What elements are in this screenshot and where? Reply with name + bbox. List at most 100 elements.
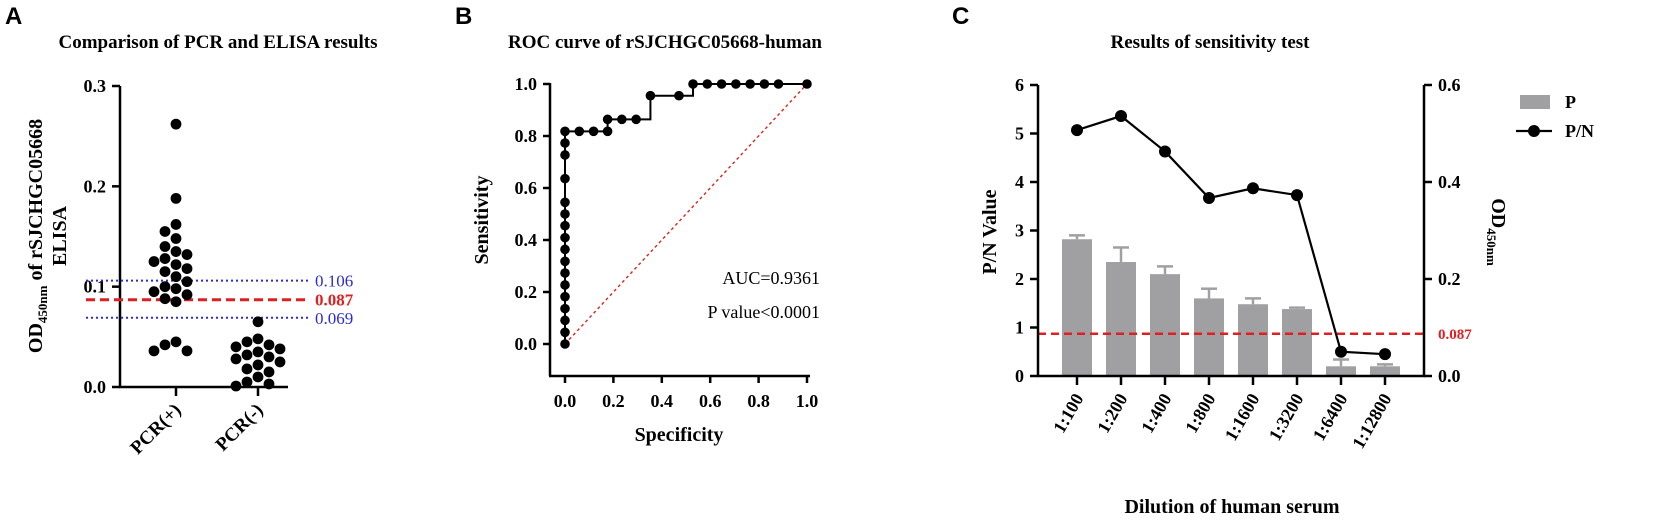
panel-a-data-point bbox=[252, 371, 264, 383]
panel-a-y-label-sub: 450nm bbox=[35, 285, 50, 323]
panel-label-a: A bbox=[5, 3, 22, 30]
panel-a-reference-label: 0.106 bbox=[315, 272, 353, 291]
legend-bar-swatch bbox=[1520, 95, 1550, 109]
panel-b-roc-point bbox=[560, 209, 570, 219]
panel-b-title: ROC curve of rSJCHGC05668-human bbox=[508, 32, 822, 53]
panel-b-roc-point bbox=[574, 126, 585, 137]
panel-b-roc: ROC curve of rSJCHGC05668-human 0.00.20.… bbox=[471, 32, 822, 446]
panel-b-roc-point bbox=[716, 79, 727, 89]
panel-a-y-label-od: OD bbox=[25, 323, 47, 353]
panel-b-roc-point bbox=[560, 220, 570, 231]
panel-c-bar bbox=[1062, 239, 1092, 376]
panel-c-x-tick-label: 1:400 bbox=[1137, 390, 1175, 436]
panel-b-roc-point bbox=[560, 280, 570, 290]
panel-b-roc-point bbox=[560, 303, 570, 314]
panel-a-x-tick-label: PCR(-) bbox=[212, 400, 268, 456]
panel-a-data-point bbox=[170, 233, 182, 244]
panel-c-pn-point bbox=[1159, 145, 1171, 158]
panel-a-data-point bbox=[159, 253, 171, 264]
panel-b-roc-point bbox=[802, 79, 812, 89]
panel-c-left-y-tick-label: 0 bbox=[1015, 366, 1024, 386]
panel-a-data-point bbox=[230, 353, 242, 365]
panel-c-left-y-tick-label: 3 bbox=[1015, 221, 1024, 241]
panel-a-y-tick-label: 0.3 bbox=[84, 76, 107, 96]
panel-b-y-tick-label: 0.4 bbox=[515, 230, 538, 250]
panel-a-y-ticks: 0.0 0.1 0.2 0.3 bbox=[84, 76, 120, 397]
panel-c-pn-point bbox=[1203, 192, 1215, 205]
panel-a-data-point bbox=[230, 380, 242, 392]
panel-a-data-point bbox=[148, 286, 160, 298]
panel-c-pn-point bbox=[1335, 345, 1347, 358]
panel-a-data-point bbox=[181, 249, 193, 260]
panel-a-data-point bbox=[252, 346, 264, 358]
panel-b-roc-point bbox=[560, 244, 570, 255]
panel-b-y-tick-label: 0.6 bbox=[515, 178, 538, 198]
panel-c-bar bbox=[1326, 366, 1356, 376]
panel-a-data-point bbox=[170, 283, 182, 295]
panel-a-data-point bbox=[263, 351, 275, 363]
panel-c-left-y-tick-label: 4 bbox=[1015, 172, 1024, 192]
panel-a-y-label-rest: of rSJCHGC05668 bbox=[25, 119, 47, 286]
panel-a-scatter: Comparison of PCR and ELISA results 0.00… bbox=[25, 32, 378, 459]
panel-a-data-point bbox=[181, 263, 193, 275]
panel-b-x-tick-label: 0.4 bbox=[651, 391, 674, 411]
panel-a-x-tick-label: PCR(+) bbox=[126, 400, 185, 459]
panel-b-y-tick-label: 0.8 bbox=[515, 126, 538, 146]
panel-b-roc-point bbox=[560, 126, 570, 137]
panel-a-data-point bbox=[241, 376, 253, 388]
panel-c-right-y-tick-label: 0.2 bbox=[1438, 269, 1461, 289]
panel-b-roc-point bbox=[560, 268, 570, 278]
panel-b-roc-point bbox=[773, 79, 784, 89]
panel-c-right-y-ticks: 0.0 0.2 0.4 0.6 bbox=[1424, 75, 1461, 386]
panel-c-right-y-tick-label: 0.0 bbox=[1438, 366, 1461, 386]
panel-a-data-point bbox=[241, 363, 253, 375]
panel-a-data-point bbox=[263, 378, 275, 390]
panel-c-right-y-label-od: OD bbox=[1487, 198, 1509, 228]
panel-a-data-point bbox=[252, 359, 264, 371]
panel-c-left-y-ticks: 0 1 2 3 4 5 6 bbox=[1015, 75, 1038, 386]
panel-a-reference-label: 0.069 bbox=[315, 309, 353, 328]
panel-b-roc-point bbox=[560, 173, 570, 184]
panel-c-right-y-tick-label: 0.6 bbox=[1438, 75, 1461, 95]
panel-a-points bbox=[148, 118, 286, 392]
panel-c-bars bbox=[1062, 234, 1400, 376]
panel-a-data-point bbox=[170, 246, 182, 257]
panel-a-data-point bbox=[170, 336, 182, 348]
panel-c-x-tick-label: 1:800 bbox=[1181, 390, 1219, 436]
panel-a-reference-label: 0.087 bbox=[315, 291, 354, 310]
panel-c-left-y-tick-label: 6 bbox=[1015, 75, 1024, 95]
panel-c-right-y-label-sub: 450nm bbox=[1484, 228, 1499, 266]
panel-a-axes bbox=[118, 86, 288, 389]
panel-c-x-tick-label: 1:3200 bbox=[1265, 390, 1308, 444]
panel-c-bar bbox=[1282, 309, 1312, 376]
panel-c-pn-point bbox=[1379, 348, 1391, 361]
panel-b-roc-point bbox=[631, 114, 641, 125]
panel-b-roc-point bbox=[759, 79, 770, 89]
panel-c-pn-points bbox=[1071, 110, 1391, 361]
panel-a-data-point bbox=[159, 226, 171, 237]
panel-a-data-point bbox=[170, 219, 182, 230]
panel-b-roc-point bbox=[560, 232, 570, 243]
panel-b-x-tick-label: 1.0 bbox=[796, 391, 819, 411]
legend-line-label: P/N bbox=[1565, 121, 1594, 141]
panel-a-data-point bbox=[159, 241, 171, 252]
panel-c-x-tick-label: 1:12800 bbox=[1348, 390, 1395, 452]
panel-a-data-point bbox=[241, 336, 253, 348]
panel-c-legend: P P/N bbox=[1516, 92, 1594, 141]
panel-label-b: B bbox=[455, 3, 472, 30]
panel-b-auc-text: AUC=0.9361 bbox=[722, 268, 820, 288]
panel-c-x-tick-label: 1:1600 bbox=[1221, 390, 1264, 444]
panel-b-roc-point bbox=[560, 256, 570, 267]
panel-c-sensitivity: Results of sensitivity test 0.087 012345… bbox=[979, 32, 1594, 518]
panel-b-y-tick-label: 1.0 bbox=[515, 74, 538, 94]
legend-line-marker bbox=[1528, 125, 1540, 137]
panel-b-x-ticks: 0.0 0.2 0.4 0.6 0.8 1.0 bbox=[554, 376, 819, 411]
panel-a-data-point bbox=[181, 345, 193, 357]
panel-a-data-point bbox=[274, 343, 286, 355]
panel-a-data-point bbox=[159, 293, 171, 305]
panel-b-x-tick-label: 0.6 bbox=[699, 391, 722, 411]
panel-a-y-label-line2: ELISA bbox=[49, 205, 71, 266]
panel-c-bar bbox=[1150, 274, 1180, 376]
